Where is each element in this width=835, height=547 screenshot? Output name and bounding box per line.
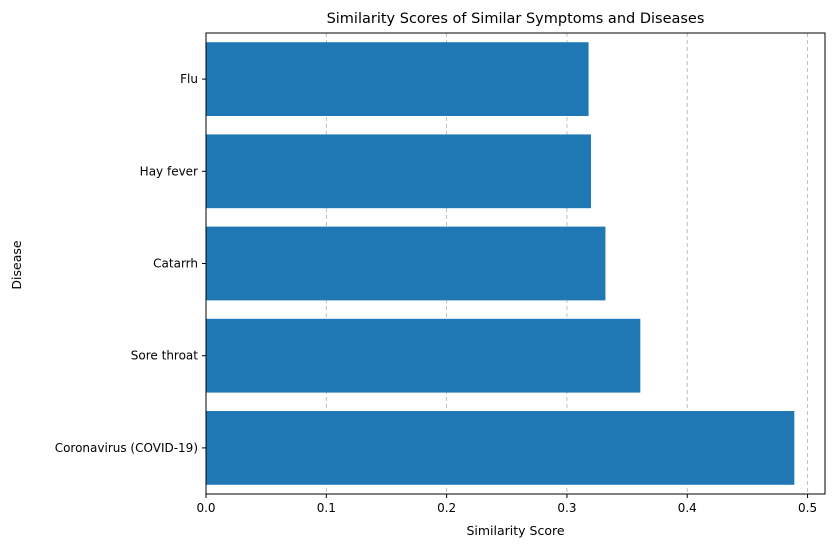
y-tick-label: Coronavirus (COVID-19): [55, 441, 198, 455]
y-tick-label: Hay fever: [140, 164, 198, 178]
bar-catarrh: [206, 226, 606, 301]
y-tick-label: Catarrh: [153, 257, 198, 271]
bar-hay-fever: [206, 134, 591, 209]
y-tick-label: Flu: [180, 72, 198, 86]
x-tick-label: 0.4: [678, 501, 697, 515]
x-tick-label: 0.3: [557, 501, 576, 515]
ticks-layer: 0.0 0.1 0.2 0.3 0.4 0.5 Coronavirus (COVID-19)…: [55, 72, 817, 515]
x-tick-label: 0.2: [437, 501, 456, 515]
y-axis-label: Disease: [9, 240, 24, 289]
x-tick-label: 0.0: [196, 501, 215, 515]
bar-flu: [206, 42, 589, 116]
x-axis-label: Similarity Score: [466, 523, 564, 538]
bar-coronavirus-covid-19: [206, 411, 795, 485]
bar-layer: [206, 42, 795, 485]
y-tick-label: Sore throat: [131, 349, 199, 363]
bar-sore-throat: [206, 318, 641, 393]
x-tick-label: 0.5: [798, 501, 817, 515]
x-tick-label: 0.1: [317, 501, 336, 515]
chart-title: Similarity Scores of Similar Symptoms an…: [327, 11, 705, 27]
